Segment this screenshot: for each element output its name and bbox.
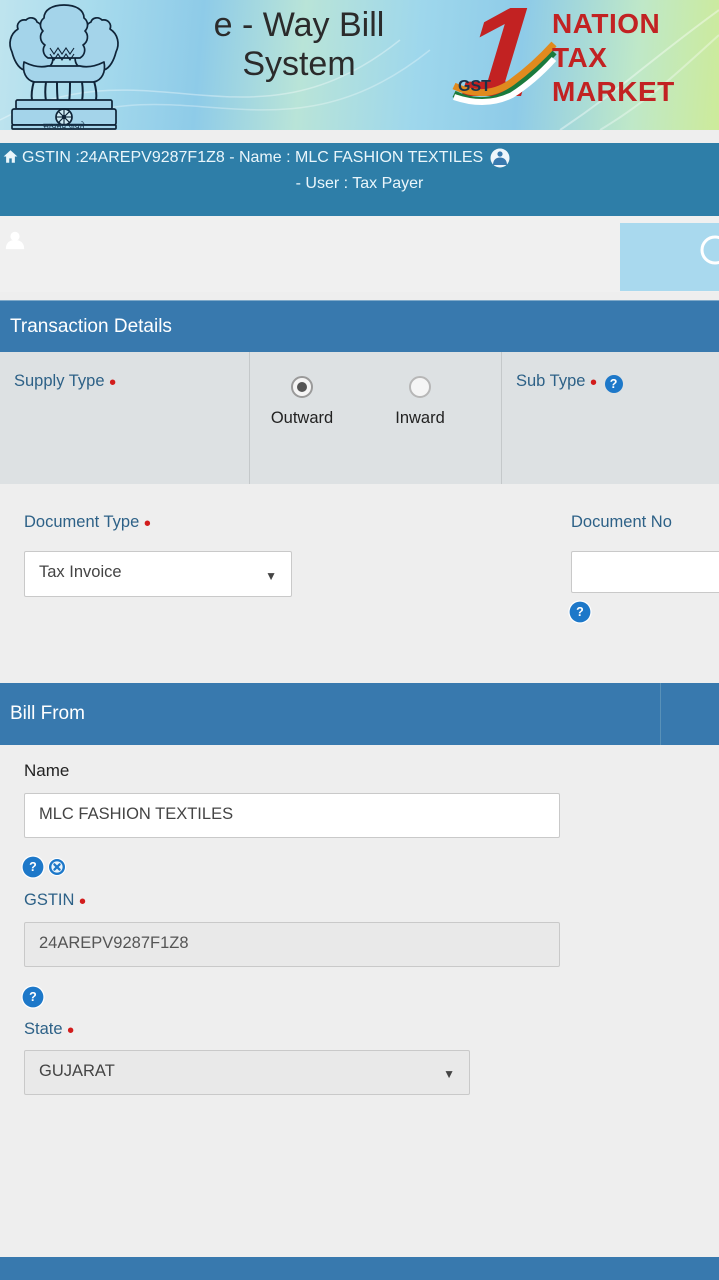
svg-text:MARKET: MARKET [552,76,675,107]
svg-text:1: 1 [457,0,543,124]
svg-text:GST: GST [458,78,491,95]
svg-text:TAX: TAX [552,42,607,73]
svg-text:सत्यमेव जयते: सत्यमेव जयते [43,121,85,130]
svg-text:NATION: NATION [552,8,660,39]
